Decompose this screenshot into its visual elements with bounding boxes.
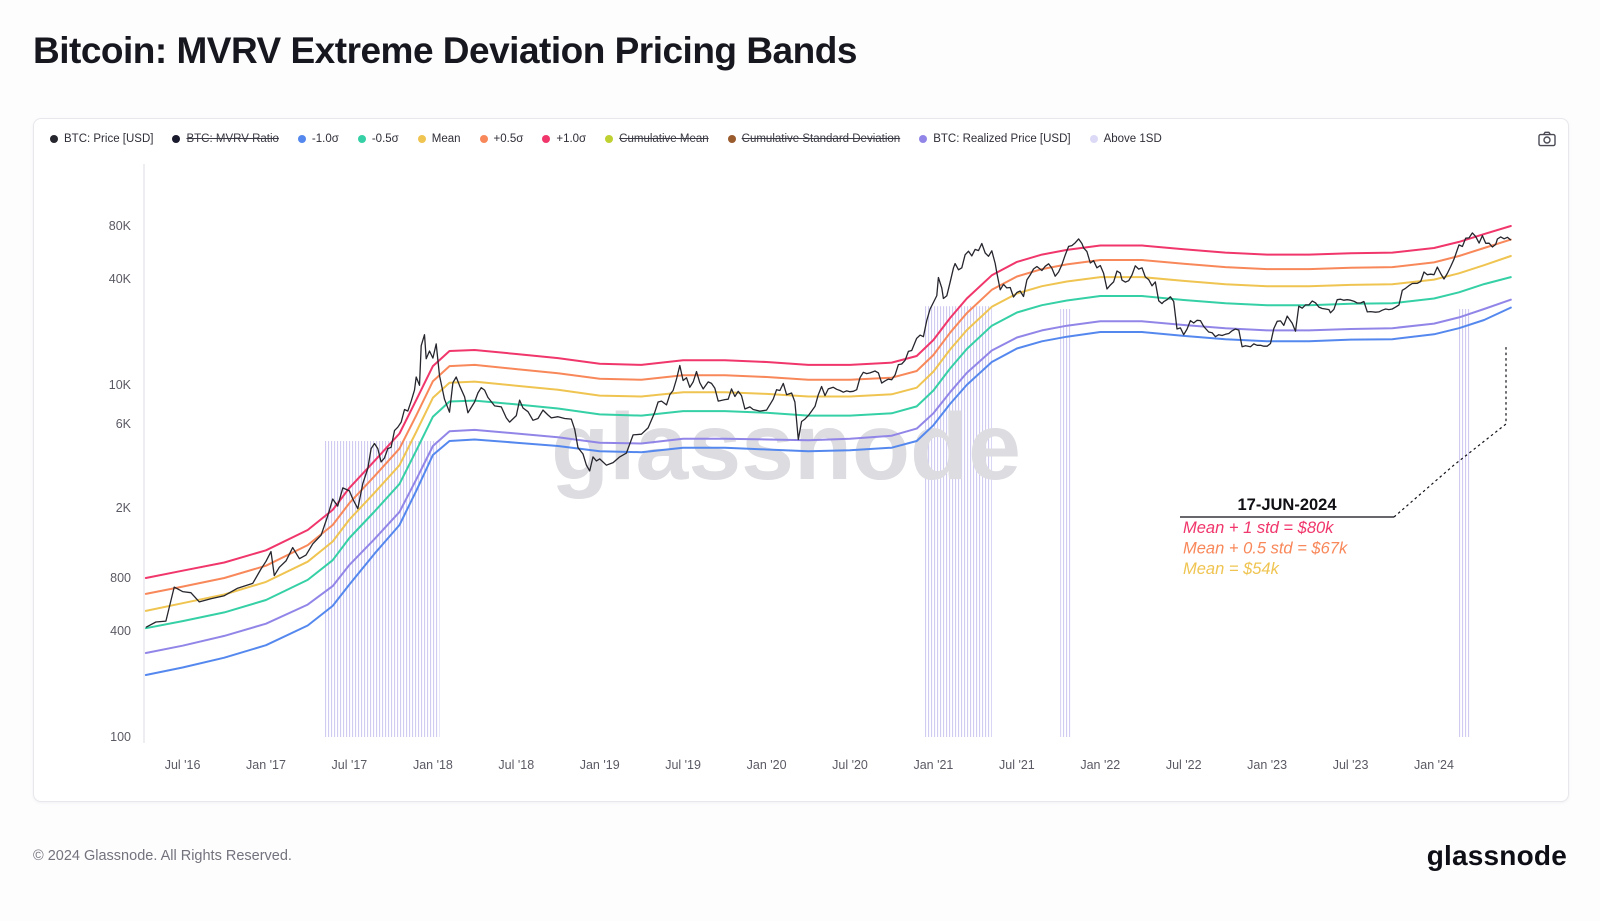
- legend-dot: [1089, 135, 1098, 143]
- legend-label: Above 1SD: [1103, 133, 1162, 145]
- series-0-5: [144, 238, 1512, 595]
- legend-label: BTC: Price [USD]: [64, 133, 154, 145]
- callout-line: Mean + 1 std = $80k: [1183, 519, 1334, 537]
- x-axis-label: Jan '23: [1247, 758, 1287, 772]
- legend-item-1-0[interactable]: +1.0σ: [542, 133, 586, 145]
- legend-item-0-5[interactable]: +0.5σ: [479, 133, 524, 145]
- callout-date: 17-JUN-2024: [1237, 496, 1337, 514]
- series-mean: [144, 255, 1512, 612]
- x-axis-label: Jul '21: [999, 758, 1035, 772]
- x-axis-label: Jan '21: [913, 758, 953, 772]
- copyright-text: © 2024 Glassnode. All Rights Reserved.: [33, 848, 292, 864]
- x-axis-label: Jan '20: [747, 758, 787, 772]
- above-1sd-region: [1060, 309, 1072, 737]
- legend-label: +0.5σ: [493, 133, 524, 145]
- legend-dot: [727, 135, 736, 143]
- legend-dot: [605, 135, 614, 143]
- legend-dot: [479, 135, 488, 143]
- legend-label: -1.0σ: [311, 133, 339, 145]
- above-1sd-region: [324, 441, 440, 737]
- y-axis-label: 40K: [109, 272, 132, 286]
- legend-item-btc-price-usd[interactable]: BTC: Price [USD]: [50, 133, 153, 145]
- legend-label: Cumulative Mean: [619, 133, 709, 145]
- legend-dot: [50, 135, 58, 143]
- legend-item-cumulative-standard-deviation[interactable]: Cumulative Standard Deviation: [727, 133, 901, 145]
- y-axis-label: 100: [110, 730, 131, 744]
- legend-dot: [357, 135, 366, 143]
- x-axis-label: Jul '19: [665, 758, 701, 772]
- page-title: Bitcoin: MVRV Extreme Deviation Pricing …: [33, 30, 857, 71]
- legend-dot: [297, 135, 306, 143]
- legend-item-cumulative-mean[interactable]: Cumulative Mean: [605, 133, 709, 145]
- y-axis-label: 10K: [109, 378, 132, 392]
- legend: BTC: Price [USD] BTC: MVRV Ratio -1.0σ -0.5…: [50, 129, 1556, 149]
- legend-item-mean[interactable]: Mean: [417, 133, 461, 145]
- above-1sd-region: [923, 306, 992, 737]
- chart-canvas[interactable]: glassnode 80K 40K 10K 6K 2K 800 400 100 Jul '16 Ja…: [34, 119, 1568, 801]
- legend-label: Cumulative Standard Deviation: [741, 133, 901, 145]
- camera-icon[interactable]: [1538, 131, 1556, 147]
- glassnode-watermark: glassnode: [551, 394, 1021, 500]
- x-axis-label: Jul '16: [165, 758, 201, 772]
- y-axis-label: 80K: [109, 219, 132, 233]
- series-btc-realized-price-usd: [144, 298, 1512, 654]
- series-1-0: [144, 306, 1512, 676]
- above-1sd-region: [1457, 309, 1471, 737]
- series-0-5: [144, 276, 1512, 630]
- legend-label: Mean: [431, 133, 461, 145]
- legend-dot: [542, 135, 551, 143]
- y-axis-label: 2K: [116, 501, 132, 515]
- legend-dot: [919, 135, 928, 143]
- glassnode-logo: glassnode: [1426, 840, 1567, 871]
- y-axis-label: 6K: [116, 417, 132, 431]
- legend-label: BTC: MVRV Ratio: [186, 133, 279, 145]
- y-axis-label: 400: [110, 624, 131, 638]
- series-1-0: [144, 225, 1512, 579]
- legend-dot: [172, 135, 181, 143]
- chart-card: BTC: Price [USD] BTC: MVRV Ratio -1.0σ -0.5…: [33, 118, 1569, 802]
- legend-label: +1.0σ: [556, 133, 587, 145]
- x-axis-label: Jul '18: [498, 758, 534, 772]
- legend-label: -0.5σ: [371, 133, 399, 145]
- callout-line: Mean + 0.5 std = $67k: [1183, 540, 1348, 558]
- legend-item-btc-mvrv-ratio[interactable]: BTC: MVRV Ratio: [172, 133, 279, 145]
- x-axis-label: Jul '17: [332, 758, 368, 772]
- callout-line: Mean = $54k: [1183, 560, 1280, 578]
- x-axis-label: Jan '22: [1080, 758, 1120, 772]
- legend-item-1-0[interactable]: -1.0σ: [297, 133, 339, 145]
- x-axis-label: Jan '19: [580, 758, 620, 772]
- series-btc-price: [145, 232, 1512, 628]
- y-axis-label: 800: [110, 571, 131, 585]
- callout-pointer-line: [1393, 347, 1507, 518]
- x-axis-label: Jul '22: [1166, 758, 1202, 772]
- x-axis-label: Jul '23: [1333, 758, 1369, 772]
- x-axis-label: Jan '17: [246, 758, 286, 772]
- footer: © 2024 Glassnode. All Rights Reserved. g…: [33, 832, 1567, 880]
- x-axis-label: Jul '20: [832, 758, 868, 772]
- legend-label: BTC: Realized Price [USD]: [933, 133, 1071, 145]
- legend-item-btc-realized-price-usd[interactable]: BTC: Realized Price [USD]: [919, 133, 1071, 145]
- legend-item-0-5[interactable]: -0.5σ: [357, 133, 399, 145]
- x-axis-label: Jan '18: [413, 758, 453, 772]
- legend-item-above-1sd[interactable]: Above 1SD: [1089, 133, 1162, 145]
- x-axis-label: Jan '24: [1414, 758, 1454, 772]
- legend-dot: [417, 135, 426, 143]
